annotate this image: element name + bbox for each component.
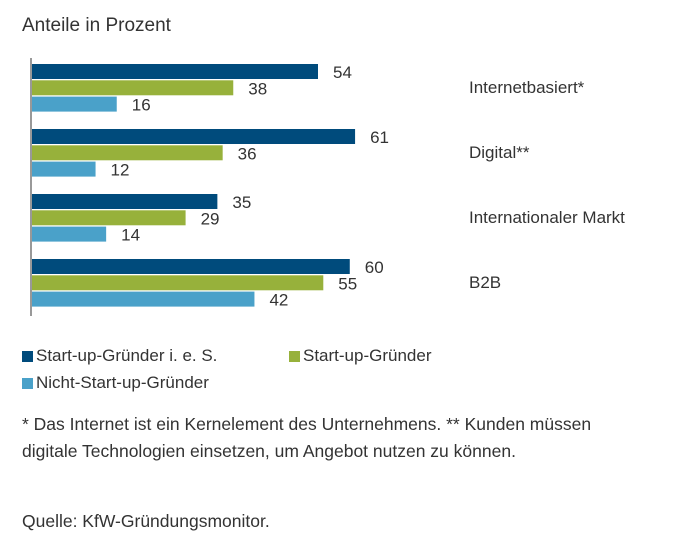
bar-chart: Internetbasiert* 54 38 16 Digital** 61 36 12 Int… [30,58,625,316]
legend-label-series-3: Nicht-Start-up-Gründer [36,373,209,392]
bar [32,194,218,209]
legend-swatch-series-3 [22,377,33,389]
bar [32,210,186,226]
chart-subtitle: Anteile in Prozent [22,15,171,36]
bar [32,161,96,177]
category-label: Internationaler Markt [469,208,625,227]
data-label: 38 [248,79,267,98]
legend-item-series-2: Start-up-Gründer [289,346,432,366]
bar [32,226,107,242]
legend-item-series-1: Start-up-Gründer i. e. S. [22,346,217,366]
data-label: 36 [238,144,257,163]
data-label: 55 [338,274,357,293]
data-label: 61 [370,128,389,147]
data-label: 35 [232,193,251,212]
data-label: 29 [201,209,220,228]
data-label: 12 [111,161,130,180]
data-label: 54 [333,63,352,82]
data-label: 16 [132,96,151,115]
bar [32,291,255,307]
chart-footnote: * Das Internet ist ein Kernelement des U… [22,414,592,461]
bar [32,129,356,144]
bar [32,275,324,291]
bar [32,80,234,96]
legend-item-series-3: Nicht-Start-up-Gründer [22,373,209,393]
bar [32,96,117,112]
legend-swatch-series-1 [22,350,33,362]
bar [32,145,223,161]
category-label: Digital** [469,143,530,162]
data-label: 42 [269,291,288,310]
legend-label-series-1: Start-up-Gründer i. e. S. [36,346,218,365]
chart-source: Quelle: KfW-Gründungsmonitor. [22,511,270,531]
legend-label-series-2: Start-up-Gründer [303,346,432,365]
data-label: 60 [365,258,384,277]
data-label: 14 [121,226,140,245]
category-label: Internetbasiert* [469,78,585,97]
bar [32,64,318,79]
bar [32,259,350,274]
legend-swatch-series-2 [289,350,300,362]
category-label: B2B [469,273,501,292]
